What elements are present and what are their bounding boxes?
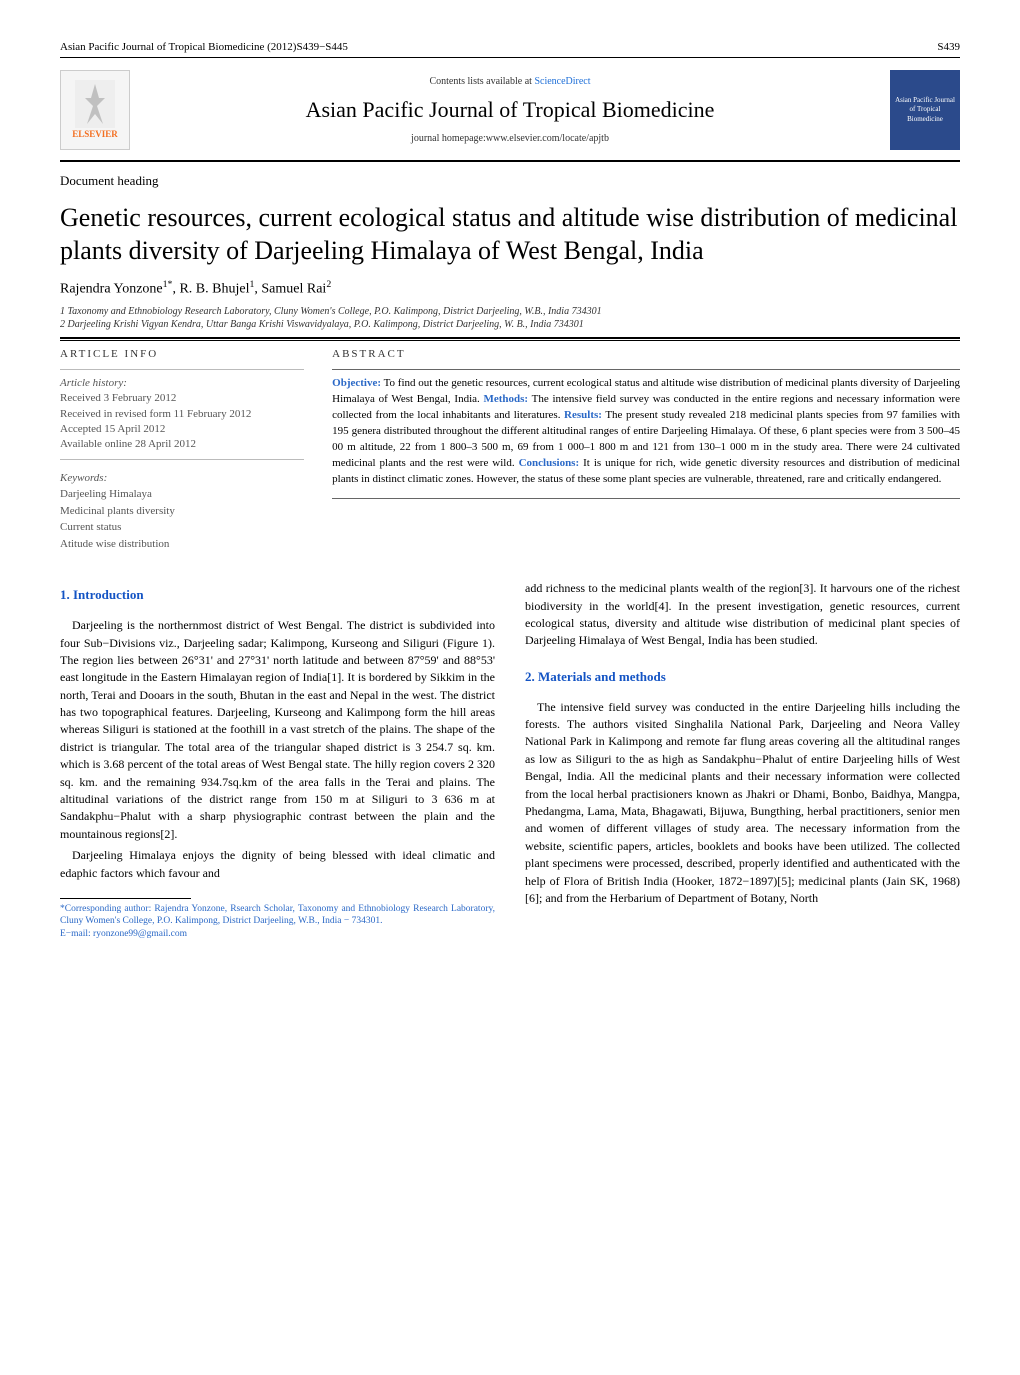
methods-heading: 2. Materials and methods: [525, 668, 960, 687]
corresponding-author-footnote: *Corresponding author: Rajendra Yonzone,…: [60, 903, 495, 940]
methods-para: The intensive field survey was conducted…: [525, 699, 960, 908]
article-info-label: ARTICLE INFO: [60, 347, 304, 362]
journal-homepage: journal homepage:www.elsevier.com/locate…: [130, 132, 890, 146]
abstract-label: ABSTRACT: [332, 347, 960, 363]
document-heading: Document heading: [60, 172, 960, 190]
abstract-col: ABSTRACT Objective: To find out the gene…: [332, 347, 960, 552]
article-title: Genetic resources, current ecological st…: [60, 201, 960, 269]
tree-icon: [75, 80, 115, 128]
info-abstract-row: ARTICLE INFO Article history: Received 3…: [60, 347, 960, 552]
conclusions-hl: Conclusions:: [519, 457, 580, 469]
header-center: Contents lists available at ScienceDirec…: [130, 75, 890, 146]
corr-author: *Corresponding author: Rajendra Yonzone,…: [60, 903, 495, 928]
online-date: Available online 28 April 2012: [60, 437, 304, 452]
intro-para-2: Darjeeling Himalaya enjoys the dignity o…: [60, 847, 495, 882]
results-hl: Results:: [564, 409, 602, 421]
intro-para-3: add richness to the medicinal plants wea…: [525, 580, 960, 650]
footnote-divider: [60, 898, 191, 899]
journal-name: Asian Pacific Journal of Tropical Biomed…: [130, 95, 890, 126]
journal-cover-icon: Asian Pacific Journal of Tropical Biomed…: [890, 70, 960, 150]
affiliation-2: 2 Darjeeling Krishi Vigyan Kendra, Uttar…: [60, 318, 960, 331]
intro-para-1: Darjeeling is the northernmost district …: [60, 617, 495, 843]
received-date: Received 3 February 2012: [60, 391, 304, 406]
divider: [60, 160, 960, 162]
history-label: Article history:: [60, 376, 304, 391]
keywords-block: Keywords: Darjeeling Himalaya Medicinal …: [60, 470, 304, 553]
corr-email: E−mail: ryonzone99@gmail.com: [60, 928, 495, 940]
double-rule: [60, 337, 960, 341]
keyword: Medicinal plants diversity: [60, 503, 304, 520]
top-bar: Asian Pacific Journal of Tropical Biomed…: [60, 40, 960, 58]
accepted-date: Accepted 15 April 2012: [60, 422, 304, 437]
contents-prefix: Contents lists available at: [429, 76, 534, 87]
article-history: Article history: Received 3 February 201…: [60, 369, 304, 460]
divider: [332, 369, 960, 370]
header-box: ELSEVIER Contents lists available at Sci…: [60, 66, 960, 154]
contents-line: Contents lists available at ScienceDirec…: [130, 75, 890, 89]
elsevier-logo: ELSEVIER: [60, 70, 130, 150]
introduction-heading: 1. Introduction: [60, 586, 495, 605]
sciencedirect-link[interactable]: ScienceDirect: [534, 76, 590, 87]
affiliations: 1 Taxonomy and Ethnobiology Research Lab…: [60, 305, 960, 331]
page-number: S439: [937, 40, 960, 55]
left-column: 1. Introduction Darjeeling is the northe…: [60, 580, 495, 940]
authors: Rajendra Yonzone1*, R. B. Bhujel1, Samue…: [60, 278, 960, 299]
keyword: Atitude wise distribution: [60, 536, 304, 553]
keyword: Darjeeling Himalaya: [60, 486, 304, 503]
right-column: add richness to the medicinal plants wea…: [525, 580, 960, 940]
divider: [332, 498, 960, 499]
body-columns: 1. Introduction Darjeeling is the northe…: [60, 580, 960, 940]
cover-label: Asian Pacific Journal of Tropical Biomed…: [890, 92, 960, 129]
article-info-col: ARTICLE INFO Article history: Received 3…: [60, 347, 304, 552]
objective-hl: Objective:: [332, 377, 381, 389]
affiliation-1: 1 Taxonomy and Ethnobiology Research Lab…: [60, 305, 960, 318]
methods-hl: Methods:: [483, 393, 528, 405]
elsevier-label: ELSEVIER: [72, 128, 118, 141]
abstract-text: Objective: To find out the genetic resou…: [332, 376, 960, 488]
journal-ref: Asian Pacific Journal of Tropical Biomed…: [60, 40, 348, 55]
keyword: Current status: [60, 519, 304, 536]
revised-date: Received in revised form 11 February 201…: [60, 407, 304, 422]
keywords-label: Keywords:: [60, 470, 304, 487]
